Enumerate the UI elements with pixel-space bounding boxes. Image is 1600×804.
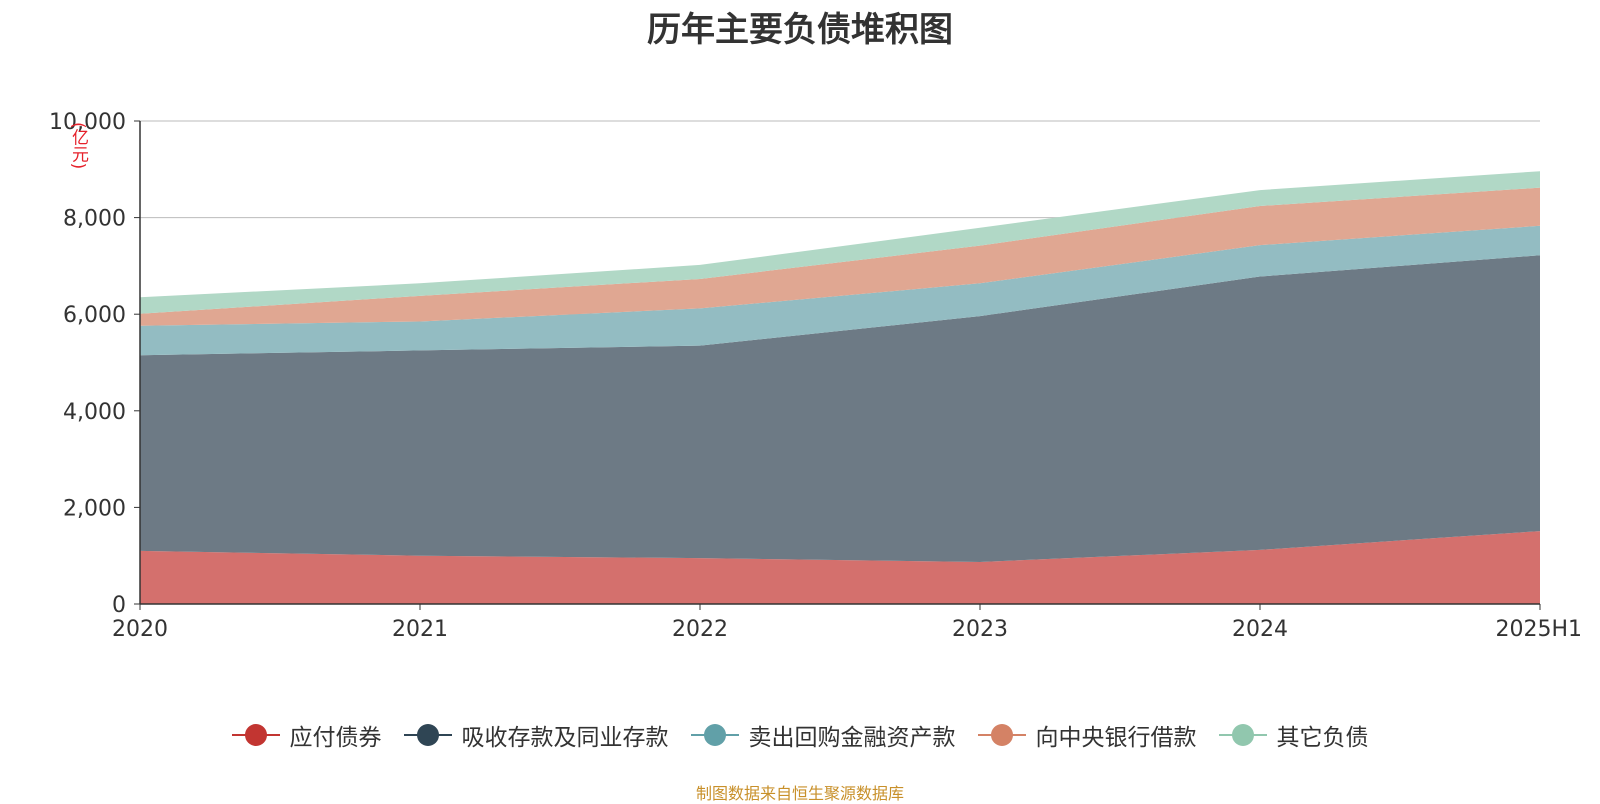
legend-item[interactable]: 其它负债 <box>1218 718 1369 752</box>
legend-marker-icon <box>977 722 1026 748</box>
legend-marker-icon <box>690 722 739 748</box>
source-note: 制图数据来自恒生聚源数据库 <box>695 784 904 803</box>
legend-item[interactable]: 应付债券 <box>231 718 382 752</box>
y-axis-unit-label: (亿元) <box>68 122 88 170</box>
legend-item[interactable]: 吸收存款及同业存款 <box>403 718 669 752</box>
y-tick-label: 2,000 <box>63 496 126 521</box>
x-tick-label: 2020 <box>112 617 168 642</box>
x-tick-label: 2025H1 <box>1495 617 1582 642</box>
stacked-area-chart: 0 2,000 4,000 6,000 8,000 10,000 2020 2021 2022 2… <box>49 110 1582 642</box>
legend-marker-icon <box>231 722 280 748</box>
legend-label: 向中央银行借款 <box>1035 725 1197 751</box>
legend: 应付债券 吸收存款及同业存款 卖出回购金融资产款 向中央银行借款 其它负债 <box>0 718 1600 752</box>
chart-title: 历年主要负债堆积图 <box>647 10 953 50</box>
area-series-2 <box>140 255 1540 562</box>
legend-label: 吸收存款及同业存款 <box>461 725 669 751</box>
area-layers <box>140 171 1540 604</box>
y-tick-label: 4,000 <box>63 400 126 425</box>
axes: 0 2,000 4,000 6,000 8,000 10,000 2020 2021 2022 2… <box>49 110 1582 642</box>
area-series-3 <box>140 225 1540 356</box>
y-tick-label: 10,000 <box>49 110 126 135</box>
legend-label: 卖出回购金融资产款 <box>748 725 956 751</box>
y-tick-label: 0 <box>112 593 126 618</box>
x-tick-label: 2023 <box>952 617 1008 642</box>
area-series-5 <box>140 171 1540 314</box>
legend-marker-icon <box>1218 722 1267 748</box>
legend-item[interactable]: 卖出回购金融资产款 <box>690 718 956 752</box>
y-tick-label: 8,000 <box>63 207 126 232</box>
area-series-4 <box>140 187 1540 326</box>
x-tick-label: 2022 <box>672 617 728 642</box>
legend-label: 应付债券 <box>289 725 382 751</box>
x-tick-label: 2024 <box>1232 617 1288 642</box>
x-tick-label: 2021 <box>392 617 448 642</box>
area-series-1 <box>140 531 1540 604</box>
legend-marker-icon <box>403 722 452 748</box>
legend-label: 其它负债 <box>1276 725 1369 751</box>
y-tick-label: 6,000 <box>63 303 126 328</box>
legend-item[interactable]: 向中央银行借款 <box>977 718 1197 752</box>
